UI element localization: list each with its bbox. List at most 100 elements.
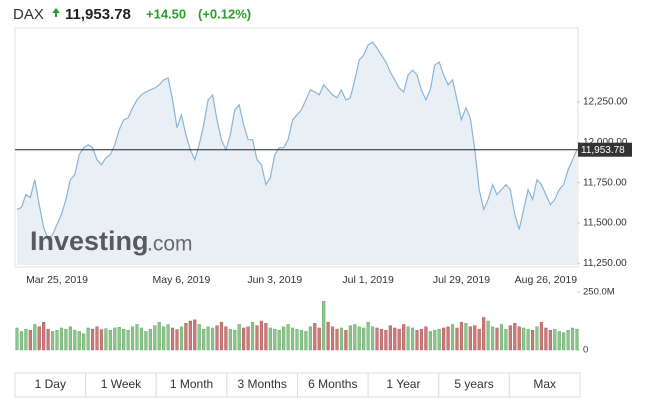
volume-bar xyxy=(277,330,281,351)
volume-bar xyxy=(490,326,495,351)
volume-bar xyxy=(153,325,157,351)
range-button[interactable]: 1 Month xyxy=(155,372,228,398)
symbol: DAX xyxy=(13,6,44,23)
range-button[interactable]: 1 Day xyxy=(14,372,87,398)
volume-bar xyxy=(286,324,290,351)
volume-bar xyxy=(179,326,184,351)
volume-tick-label: 0 xyxy=(583,345,588,356)
volume-bar xyxy=(242,327,246,351)
volume-bar xyxy=(259,320,264,351)
volume-bar xyxy=(455,327,459,351)
volume-bar xyxy=(50,331,55,351)
range-button-label[interactable]: 6 Months xyxy=(308,377,357,391)
volume-bar xyxy=(486,320,490,351)
volume-bar xyxy=(126,330,130,351)
change-pct: (+0.12%) xyxy=(198,6,251,21)
volume-bar xyxy=(295,328,299,351)
range-button-bg[interactable] xyxy=(367,372,440,398)
volume-bar xyxy=(397,328,401,351)
volume-bar xyxy=(526,328,530,351)
range-button-label[interactable]: 1 Week xyxy=(101,377,142,391)
price: 11,953.78 xyxy=(65,6,131,23)
range-button-label[interactable]: 1 Day xyxy=(35,377,66,391)
range-button[interactable]: 6 Months xyxy=(297,372,369,398)
volume-bar xyxy=(162,326,166,351)
volume-bar xyxy=(464,323,468,351)
range-button[interactable]: 5 years xyxy=(438,372,510,398)
volume-bar xyxy=(250,321,255,351)
volume-bar xyxy=(255,325,259,351)
volume-bar xyxy=(95,326,99,351)
volume-bar xyxy=(535,326,539,351)
volume-bar xyxy=(237,324,241,351)
volume-bar xyxy=(304,331,308,351)
x-tick-label: Jun 3, 2019 xyxy=(247,274,302,286)
volume-bar xyxy=(402,324,406,351)
volume-bar xyxy=(233,330,237,351)
range-button[interactable]: 1 Year xyxy=(367,372,440,398)
volume-bar xyxy=(375,327,379,351)
volume-bar xyxy=(215,325,219,351)
range-button-label[interactable]: 1 Year xyxy=(386,377,420,391)
volume-bar xyxy=(188,320,192,351)
volume-bar xyxy=(508,325,512,351)
volume-bar xyxy=(282,326,286,351)
volume-bar xyxy=(370,326,375,351)
volume-bar xyxy=(108,330,112,351)
volume-bar xyxy=(473,325,477,351)
volume-bar xyxy=(530,330,535,351)
change: +14.50 xyxy=(146,6,186,21)
volume-bar xyxy=(99,329,104,351)
volume-bar xyxy=(379,328,384,351)
volume-bar xyxy=(308,326,312,351)
volume-bar xyxy=(410,327,415,351)
volume-bar xyxy=(446,326,450,351)
volume-bar xyxy=(290,327,295,351)
volume-bar xyxy=(562,332,566,351)
volume-tick-label: 250.0M xyxy=(583,287,615,298)
volume-bar xyxy=(428,331,432,351)
range-button-bg[interactable] xyxy=(508,372,581,398)
volume-bar xyxy=(224,326,228,351)
volume-bar xyxy=(566,330,570,351)
range-button-label[interactable]: 5 years xyxy=(454,377,493,391)
volume-bar xyxy=(184,323,188,351)
volume-bar xyxy=(557,331,561,351)
volume-bar xyxy=(344,330,348,351)
volume-bar xyxy=(68,326,72,351)
volume-bar xyxy=(513,323,517,351)
range-button[interactable]: 3 Months xyxy=(226,372,298,398)
range-button[interactable]: Max xyxy=(508,372,581,398)
current-price-tag xyxy=(578,142,632,157)
volume-bar xyxy=(273,328,277,351)
current-price-label: 11,953.78 xyxy=(581,145,625,156)
volume-bar xyxy=(104,328,108,351)
range-button-label[interactable]: 3 Months xyxy=(238,377,287,391)
volume-bar xyxy=(450,324,455,351)
volume-bar xyxy=(82,333,86,351)
volume-bar xyxy=(202,328,206,351)
range-button-bg[interactable] xyxy=(297,372,369,398)
volume-bar xyxy=(468,326,472,351)
volume-bar xyxy=(459,321,464,351)
x-tick-label: Aug 26, 2019 xyxy=(515,274,578,286)
volume-bar xyxy=(139,327,144,351)
volume-bar xyxy=(59,327,64,351)
volume-bar xyxy=(393,327,397,351)
volume-bar xyxy=(442,327,446,351)
range-button[interactable]: 1 Week xyxy=(85,372,157,398)
volume-bar xyxy=(206,326,210,351)
volume-bar xyxy=(495,327,499,351)
volume-bar xyxy=(86,327,90,351)
volume-bar xyxy=(384,330,388,351)
volume-bar xyxy=(553,328,557,351)
volume-bar xyxy=(419,328,424,351)
range-button-bg[interactable] xyxy=(438,372,510,398)
volume-bar xyxy=(77,331,81,351)
volume-bar xyxy=(339,327,344,351)
range-button-label[interactable]: Max xyxy=(533,377,556,391)
range-button-label[interactable]: 1 Month xyxy=(170,377,213,391)
volume-bar xyxy=(326,321,330,351)
